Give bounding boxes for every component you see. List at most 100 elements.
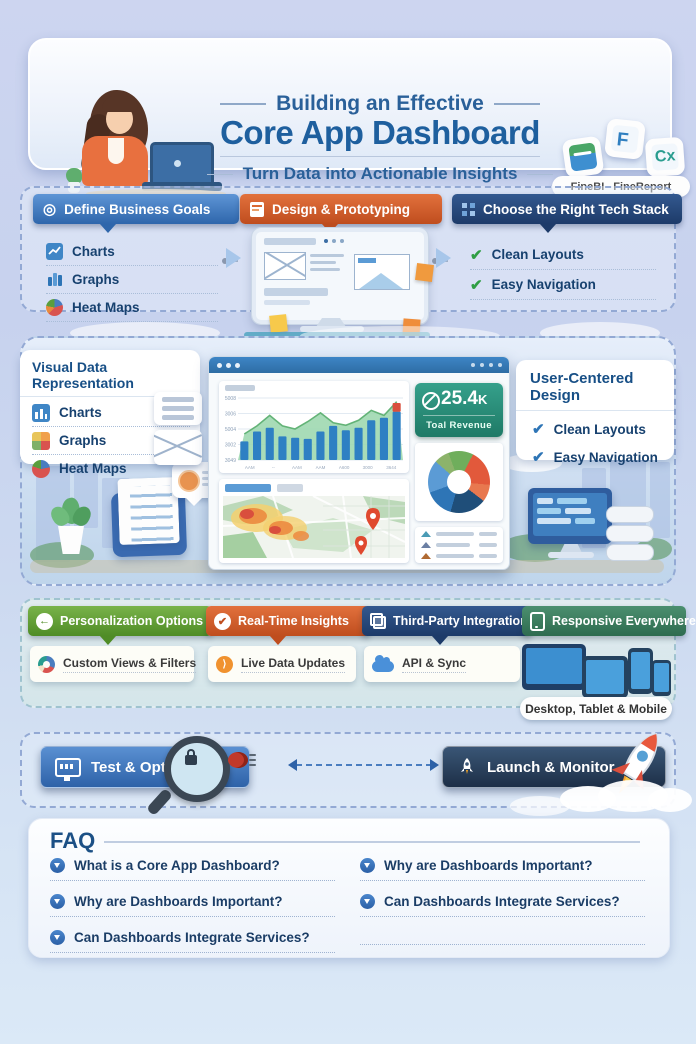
- list-item-label: Graphs: [59, 433, 107, 448]
- step-banner-tech-stack: Choose the Right Tech Stack: [452, 194, 682, 224]
- donut-chart-card: [415, 443, 503, 521]
- faq-question[interactable]: Can Dashboards Integrate Services?: [360, 894, 645, 917]
- check-item-label: Clean Layouts: [491, 247, 584, 262]
- monitor-base: [548, 552, 594, 558]
- list-item-charts: Charts: [32, 399, 190, 427]
- legend-bar: [479, 543, 497, 547]
- faq-question[interactable]: What is a Core App Dashboard?: [50, 858, 335, 881]
- feature-banner-label: Real-Time Insights: [238, 614, 349, 628]
- map-pin-icon: [355, 508, 380, 555]
- kpi-label: Toal Revenue: [426, 420, 492, 431]
- finebi-logo-icon: [568, 142, 598, 172]
- image-placeholder-icon: [264, 252, 306, 280]
- checklist-page: [117, 476, 180, 546]
- goals-list: Charts Graphs Heat Maps: [46, 238, 218, 322]
- list-item-charts: Charts: [46, 238, 218, 266]
- legend-bar: [479, 532, 497, 536]
- legend-bar: [436, 543, 470, 547]
- svg-text:AAM: AAM: [316, 465, 326, 470]
- faq-question-label: Can Dashboards Integrate Services?: [74, 930, 310, 945]
- faq-question[interactable]: Can Dashboards Integrate Services?: [50, 930, 335, 953]
- window-dot: [489, 363, 493, 367]
- page-title: Core App Dashboard: [220, 114, 540, 151]
- check-circle-icon: ✔: [214, 612, 231, 630]
- building-decor: [650, 462, 670, 538]
- triangle-marker-teal: [421, 531, 431, 537]
- database-stack-illustration: [606, 506, 654, 563]
- svg-text:3002: 3002: [225, 443, 236, 449]
- svg-text:AAM: AAM: [245, 465, 255, 470]
- map-tab-active[interactable]: [225, 484, 271, 492]
- monitor-test-icon: [55, 757, 81, 781]
- list-item-heatmaps: Heat Maps: [46, 294, 218, 322]
- subtitle-dash-right: [527, 173, 554, 175]
- bar-area-combo-chart: 5008 3006 5004 3002 3049 AAM -- AAM AAM A600 3000 3…: [225, 396, 403, 470]
- feature-banner-integration: Third-Party Integration: [362, 606, 532, 636]
- legend-bar: [479, 554, 497, 558]
- circle-slash-icon: [422, 392, 440, 410]
- window-dot: [226, 363, 231, 368]
- check-item-label: Easy Navigation: [553, 449, 658, 465]
- faq-bullet-icon: [360, 894, 375, 909]
- faq-question[interactable]: Why are Dashboards Important?: [360, 858, 645, 881]
- feature-sub-api-sync: API & Sync: [364, 646, 520, 682]
- plant-leaf-icon: [66, 168, 82, 184]
- user-centered-card: User-Centered Design ✔ Clean Layouts ✔ E…: [516, 360, 674, 466]
- kpi-value: 25.4K: [441, 388, 488, 409]
- feature-sub-label: Custom Views & Filters: [63, 656, 197, 673]
- document-icon: [250, 201, 264, 217]
- devices-caption-pill: Desktop, Tablet & Mobile: [520, 697, 672, 720]
- connector-dot: [222, 258, 228, 264]
- wireframe-bar: [264, 288, 328, 296]
- user-centered-list: ✔ Clean Layouts ✔ Easy Navigation: [516, 411, 674, 471]
- list-lines-card: [154, 392, 202, 425]
- svg-text:3049: 3049: [225, 458, 236, 464]
- target-icon: ◎: [43, 201, 57, 218]
- chart-title-chip: [225, 385, 255, 391]
- header-divider: [220, 156, 540, 157]
- list-item-label: Charts: [59, 405, 102, 420]
- legend-bar: [436, 554, 474, 558]
- check-item-easy-navigation: ✔ Easy Navigation: [470, 270, 656, 300]
- feature-banner-label: Responsive Everywhere: [552, 614, 696, 628]
- step-banner-label: Design & Prototyping: [272, 201, 410, 217]
- window-dot: [480, 363, 484, 367]
- kicker-dash-left: [220, 103, 267, 105]
- map-tab-inactive[interactable]: [277, 484, 303, 492]
- banner-pointer: [270, 636, 286, 645]
- tablet-device-illustration: [582, 656, 628, 698]
- coin-icon: [178, 470, 200, 492]
- legend-row: [415, 548, 503, 559]
- list-item-label: Heat Maps: [59, 461, 127, 476]
- header-subtitle: Turn Data into Actionable Insights: [190, 164, 570, 184]
- feature-sub-label: API & Sync: [402, 656, 467, 673]
- kpi-card: 25.4K Toal Revenue: [415, 383, 503, 437]
- header-card: Building an Effective Core App Dashboard…: [28, 38, 690, 198]
- analytics-monitor-illustration: [528, 488, 612, 544]
- sync-squares-icon: [370, 613, 386, 629]
- laptop-logo-dot: [174, 160, 181, 167]
- check-item-clean-layouts: ✔ Clean Layouts: [470, 240, 656, 270]
- kpi-divider: [423, 415, 495, 416]
- cloud-icon: [372, 654, 394, 672]
- desktop-device-illustration: [522, 644, 586, 690]
- window-dot: [498, 363, 502, 367]
- check-item-label: Clean Layouts: [553, 421, 646, 437]
- list-item-label: Graphs: [72, 272, 120, 287]
- check-item-clean-layouts: ✔ Clean Layouts: [532, 415, 664, 443]
- arrow-right-icon: [436, 248, 451, 268]
- checkmark-icon: ✔: [532, 449, 545, 466]
- list-item-graphs: Graphs: [46, 266, 218, 294]
- rocket-icon: [461, 758, 473, 774]
- faq-question[interactable]: Why are Dashboards Important?: [50, 894, 335, 917]
- faq-question-label: Why are Dashboards Important?: [384, 858, 593, 873]
- arrow-left-icon: [288, 759, 297, 771]
- grid-icon: [462, 202, 475, 216]
- devices-caption-label: Desktop, Tablet & Mobile: [525, 701, 667, 716]
- feature-banner-realtime: ✔ Real-Time Insights: [206, 606, 370, 636]
- phone-device-illustration-2: [652, 660, 671, 696]
- feature-sub-label: Live Data Updates: [241, 656, 346, 673]
- arrow-right-icon: [226, 248, 241, 268]
- faq-question-label: Why are Dashboards Important?: [74, 894, 283, 909]
